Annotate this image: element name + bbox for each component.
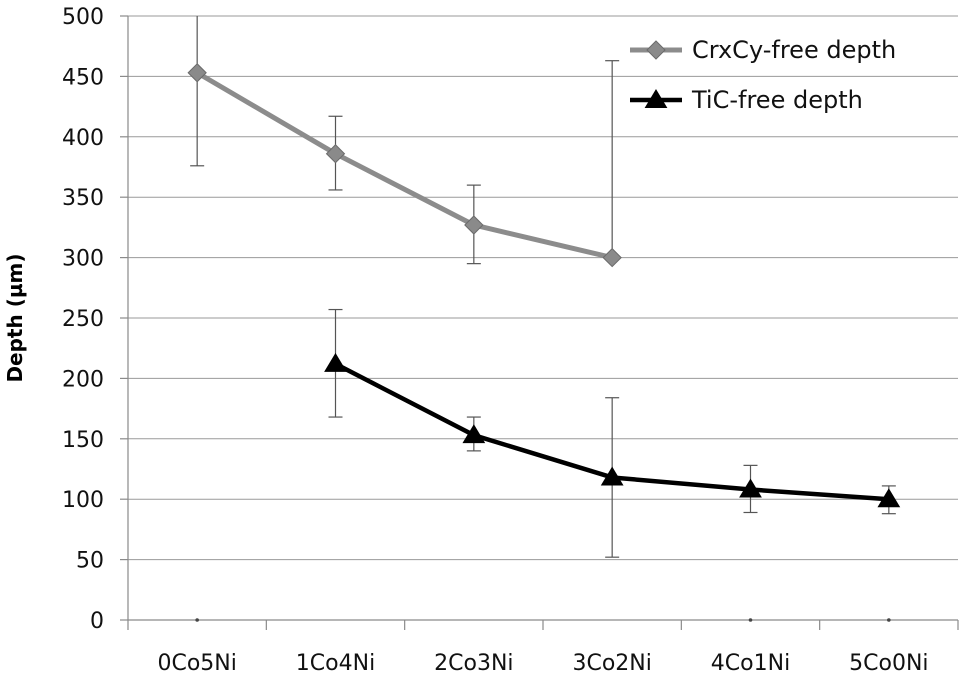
crxcy-free-depth-marker-2: [464, 215, 484, 235]
series-markers: [187, 63, 901, 622]
legend-label-tic-free-depth: TiC-free depth: [691, 86, 863, 114]
y-tick-label-50: 50: [76, 549, 104, 574]
y-tick-label-400: 400: [62, 126, 104, 151]
y-tick-label-350: 350: [62, 186, 104, 211]
legend: CrxCy-free depth TiC-free depth: [630, 36, 896, 114]
y-tick-label-450: 450: [62, 65, 104, 90]
legend-swatch-marker-tic-free-depth: [644, 89, 668, 108]
crxcy-free-depth-marker-0: [187, 63, 207, 83]
axes: [120, 15, 959, 630]
x-tick-label-0Co5Ni: 0Co5Ni: [157, 651, 236, 675]
crxcy-free-depth-line: [195, 70, 613, 261]
y-tick-label-0: 0: [90, 609, 104, 634]
tic-free-depth-marker-3: [600, 466, 624, 486]
tic-free-depth-marker-5: [877, 488, 901, 508]
crxcy-free-depth-marker-1: [325, 144, 346, 164]
y-tick-label-150: 150: [62, 428, 104, 453]
x-tick-label-3Co2Ni: 3Co2Ni: [572, 651, 651, 675]
y-axis-title: Depth (µm): [3, 253, 27, 382]
x-tick-label-1Co4Ni: 1Co4Ni: [296, 651, 375, 675]
tic-free-depth-marker-2: [462, 424, 486, 444]
legend-swatch-marker-crxcy-free-depth: [646, 40, 666, 60]
tic-free-depth-marker-1: [324, 352, 347, 372]
x-tick-label-5Co0Ni: 5Co0Ni: [849, 651, 928, 675]
zero-point-4: [748, 618, 753, 622]
zero-point-5: [887, 618, 891, 622]
y-tick-label-500: 500: [62, 5, 104, 30]
x-tick-label-2Co3Ni: 2Co3Ni: [434, 651, 513, 675]
grid-lines: [128, 15, 958, 561]
zero-point-0: [195, 618, 199, 622]
crxcy-free-depth-marker-3: [602, 247, 622, 268]
legend-label-crxcy-free-depth: CrxCy-free depth: [692, 36, 896, 64]
x-tick-labels: 0Co5Ni 1Co4Ni 2Co3Ni 3Co2Ni 4Co1Ni 5Co0Ni: [157, 651, 928, 675]
y-tick-labels: 0 50 100 150 200 250 300 350 400 450 500: [62, 5, 104, 634]
x-tick-label-4Co1Ni: 4Co1Ni: [711, 651, 790, 675]
y-tick-label-300: 300: [62, 247, 104, 272]
y-tick-label-100: 100: [62, 488, 104, 513]
tic-free-depth-marker-4: [739, 478, 762, 498]
y-tick-label-200: 200: [62, 367, 104, 392]
y-tick-label-250: 250: [62, 307, 104, 332]
